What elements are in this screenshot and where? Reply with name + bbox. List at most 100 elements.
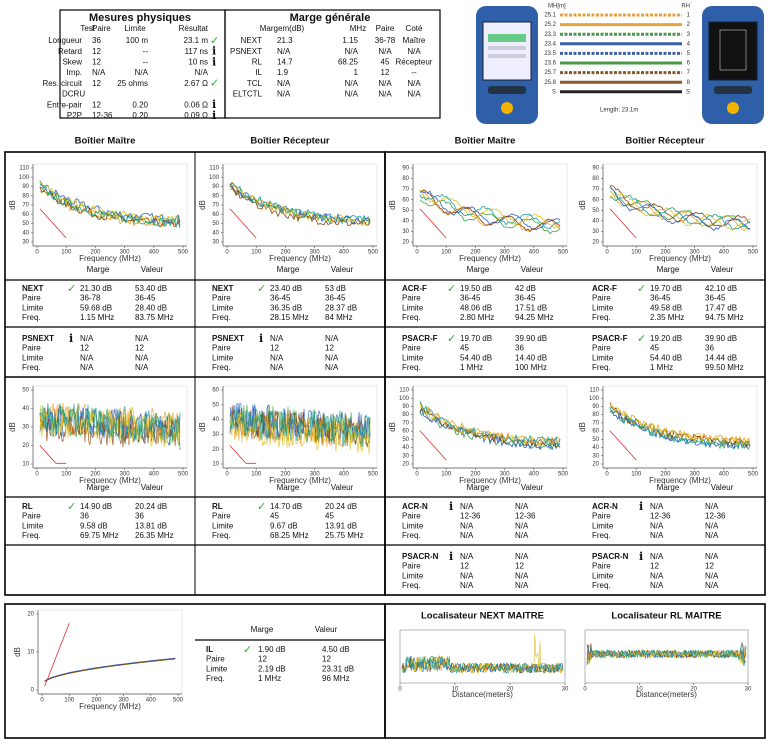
cell: N/A: [80, 334, 94, 343]
cell: 36-78: [375, 36, 396, 45]
cell: N/A: [650, 502, 664, 511]
trace: [419, 406, 561, 449]
check-icon: ✓: [243, 644, 252, 656]
y-tick-label: 100: [19, 175, 30, 181]
y-tick-label: 60: [22, 212, 29, 218]
x-axis-label: Distance(meters): [452, 690, 513, 699]
row-label: Paire: [22, 512, 41, 521]
x-tick-label: 100: [441, 472, 452, 478]
trace: [44, 658, 176, 682]
row-label: RL: [212, 502, 223, 511]
y-tick-label: 100: [399, 396, 410, 402]
cell: 12: [515, 562, 524, 571]
cell: 59.68 dB: [80, 303, 112, 312]
column-header: Marge: [657, 265, 680, 274]
cell: N/A: [515, 571, 529, 580]
cell: 14.70 dB: [270, 502, 302, 511]
row-label: Freq.: [22, 531, 41, 540]
wiremap-label: 6: [687, 61, 691, 67]
cell: N/A: [135, 363, 149, 372]
device-screen-row: [488, 34, 526, 42]
x-axis-label: Frequency (MHz): [649, 254, 711, 263]
wiremap-header: MH[m]: [548, 4, 566, 10]
row-label: Limite: [402, 353, 424, 362]
column-header: Paire: [92, 24, 111, 33]
row-label: Freq.: [212, 313, 231, 322]
cell: 12: [135, 344, 144, 353]
cell: 12-36: [515, 512, 536, 521]
cell: N/A: [345, 79, 359, 88]
cell: N/A: [460, 521, 474, 530]
column-title: Boîtier Récepteur: [625, 136, 704, 147]
cell: 13.81 dB: [135, 521, 167, 530]
cell: 36-45: [135, 294, 156, 303]
column-header: Marge: [87, 483, 110, 492]
cell: 19.50 dB: [460, 284, 492, 293]
y-tick-label: 90: [402, 404, 409, 410]
trace: [229, 404, 371, 448]
x-tick-label: 500: [368, 472, 379, 478]
device-button: [727, 102, 739, 114]
cell: 20.24 dB: [135, 502, 167, 511]
row-label: NEXT: [241, 36, 262, 45]
cell: 9.67 dB: [270, 521, 298, 530]
cell: 1.9: [277, 68, 289, 77]
row-label: PSACR-N: [592, 552, 629, 561]
y-tick-label: 80: [22, 193, 29, 199]
row-label: DCRU: [62, 90, 85, 99]
plot-frame: [222, 163, 378, 247]
cell: 49.58 dB: [650, 303, 682, 312]
x-axis-label: Frequency (MHz): [459, 476, 521, 485]
cell: 1: [354, 68, 359, 77]
cell: 39.90 dB: [515, 334, 547, 343]
x-tick-label: 500: [173, 698, 184, 704]
column-header: Marge: [467, 483, 490, 492]
cell: 45: [325, 512, 334, 521]
row-label: P2P: [67, 111, 82, 120]
x-tick-label: 0: [605, 250, 609, 256]
cell: 53 dB: [325, 284, 346, 293]
row-label: Paire: [22, 344, 41, 353]
y-tick-label: 10: [22, 462, 29, 468]
row-label: Freq.: [592, 531, 611, 540]
y-tick-label: 20: [592, 240, 599, 246]
cell: 12-36: [92, 111, 113, 120]
check-icon: ✓: [67, 501, 76, 513]
wiremap-label: 5: [687, 51, 691, 57]
cell: 12: [92, 79, 101, 88]
row-label: Limite: [212, 521, 234, 530]
x-tick-label: 400: [529, 472, 540, 478]
column-header: Coté: [406, 24, 423, 33]
section-title: Mesures physiques: [89, 12, 191, 24]
y-tick-label: 20: [402, 240, 409, 246]
y-tick-label: 20: [27, 612, 34, 618]
cell: N/A: [650, 571, 664, 580]
row-label: Freq.: [206, 674, 225, 683]
cell: N/A: [407, 47, 421, 56]
trace: [44, 658, 176, 682]
wiremap-label: 8: [687, 80, 691, 86]
cell: 21.3: [277, 36, 293, 45]
wiremap-label: 25.1: [544, 13, 556, 19]
limit-line: [609, 430, 637, 461]
y-tick-label: 90: [592, 404, 599, 410]
row-label: Paire: [212, 512, 231, 521]
wiremap-label: S: [552, 89, 556, 95]
info-icon: i: [449, 550, 453, 563]
cell: 1 MHz: [650, 363, 673, 372]
row-label: Imp.: [66, 68, 82, 77]
x-tick-label: 400: [339, 250, 350, 256]
column-header: Valeur: [141, 483, 164, 492]
x-tick-label: 500: [558, 472, 569, 478]
row-label: PSNEXT: [212, 334, 244, 343]
cell: N/A: [705, 531, 719, 540]
cell: 53.40 dB: [135, 284, 167, 293]
trace: [419, 190, 561, 231]
y-tick-label: 70: [592, 187, 599, 193]
x-tick-label: 0: [398, 687, 402, 693]
cell: Récepteur: [396, 58, 433, 67]
x-axis-label: Distance(meters): [636, 690, 697, 699]
column-header: Valeur: [711, 483, 734, 492]
y-axis-label: dB: [198, 200, 207, 210]
wiremap-label: 25.7: [544, 70, 556, 76]
